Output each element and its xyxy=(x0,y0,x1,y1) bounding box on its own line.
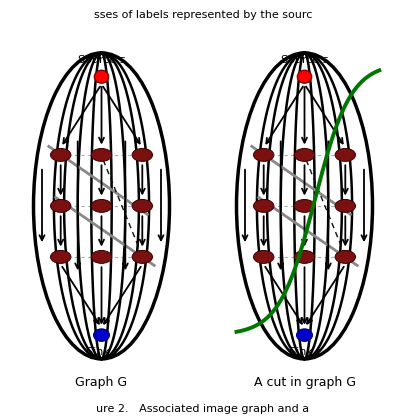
Ellipse shape xyxy=(253,199,273,213)
Ellipse shape xyxy=(94,70,109,83)
Ellipse shape xyxy=(50,149,71,161)
Text: Graph G: Graph G xyxy=(75,376,127,389)
Ellipse shape xyxy=(50,199,71,213)
Ellipse shape xyxy=(294,149,314,161)
Ellipse shape xyxy=(91,149,111,161)
Text: A cut in graph G: A cut in graph G xyxy=(253,376,355,389)
Ellipse shape xyxy=(94,329,109,341)
Ellipse shape xyxy=(294,250,314,263)
Ellipse shape xyxy=(50,250,71,263)
Ellipse shape xyxy=(91,250,111,263)
Ellipse shape xyxy=(296,329,311,341)
Text: Sink t: Sink t xyxy=(85,347,117,357)
Text: Source s: Source s xyxy=(77,55,125,65)
Ellipse shape xyxy=(253,149,273,161)
Text: Source s: Source s xyxy=(280,55,328,65)
Ellipse shape xyxy=(91,199,111,213)
Ellipse shape xyxy=(334,149,355,161)
Ellipse shape xyxy=(334,250,355,263)
Ellipse shape xyxy=(253,250,273,263)
Text: ure 2.   Associated image graph and a: ure 2. Associated image graph and a xyxy=(96,404,309,414)
Ellipse shape xyxy=(334,199,355,213)
Text: sses of labels represented by the sourc: sses of labels represented by the sourc xyxy=(94,10,311,20)
Ellipse shape xyxy=(294,199,314,213)
Ellipse shape xyxy=(296,70,311,83)
Ellipse shape xyxy=(132,250,152,263)
Ellipse shape xyxy=(132,149,152,161)
Text: Sink t: Sink t xyxy=(288,347,320,357)
Ellipse shape xyxy=(132,199,152,213)
